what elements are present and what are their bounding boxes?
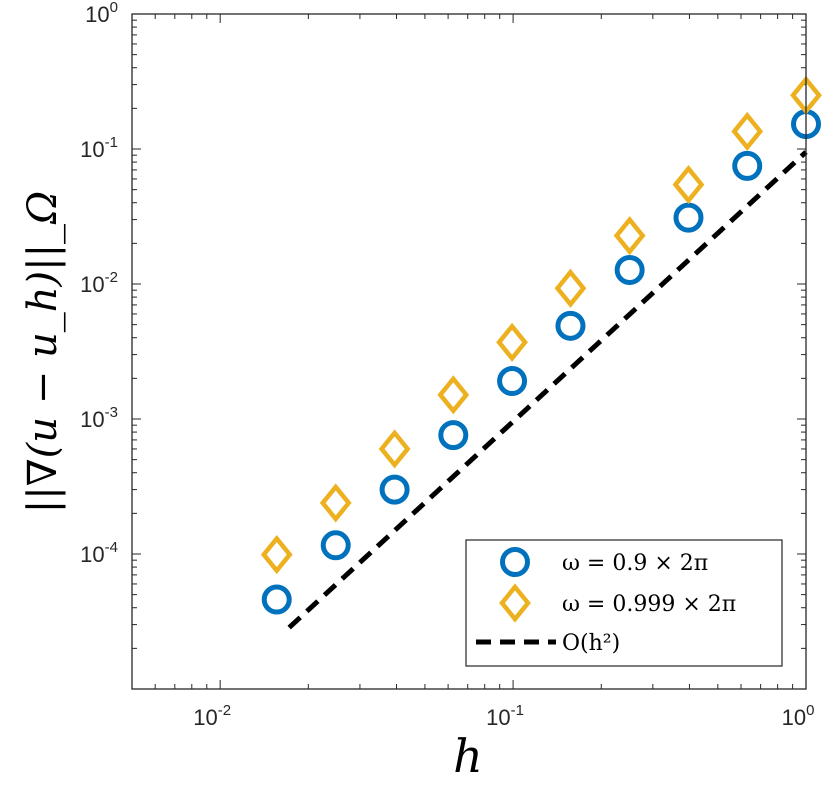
legend-circle-marker [500,547,530,577]
circle-data-point [438,420,469,451]
x-tick-label: 10-1 [486,702,524,730]
diamond-data-point [319,483,352,523]
circle-data-point [497,366,528,397]
legend-box [465,539,783,667]
y-tick-label: 10-4 [80,539,118,567]
circle-data-point [261,584,292,615]
x-tick-label: 10-2 [193,702,231,730]
circle-data-point [379,474,410,505]
axis-ticks: 10-2 10-1 100 10-4 10-3 10-2 10-1 100 [80,0,814,730]
diamond-data-point [731,111,764,151]
circle-data-point [320,530,351,561]
y-tick-label: 100 [85,0,118,27]
plot-frame [131,13,807,690]
y-tick-label: 10-2 [80,269,118,297]
diamond-data-point [437,375,470,415]
y-axis-label: ||∇(u − u_h)||_Ω [20,191,66,513]
legend-diamond-marker [499,583,531,623]
y-tick-label: 10-1 [80,134,118,162]
x-tick-label: 100 [782,702,815,730]
reference-slope-line [287,150,808,630]
circle-data-point [555,310,586,341]
diamond-data-point [613,216,646,256]
diamond-data-point [260,535,293,575]
circle-data-point [732,150,763,181]
diamond-data-point [378,429,411,469]
legend: ω = 0.9 × 2π ω = 0.999 × 2π O(h²) [465,539,783,667]
x-axis-label: h [453,729,483,783]
circle-data-point [673,202,704,233]
diamond-data-point [496,322,528,362]
diamond-data-point [672,165,705,205]
legend-label: O(h²) [562,631,620,656]
legend-label: ω = 0.9 × 2π [562,551,708,576]
legend-label: ω = 0.999 × 2π [562,592,736,617]
y-tick-label: 10-3 [80,404,118,432]
diamond-data-point [554,268,587,308]
circle-data-point [614,254,645,285]
